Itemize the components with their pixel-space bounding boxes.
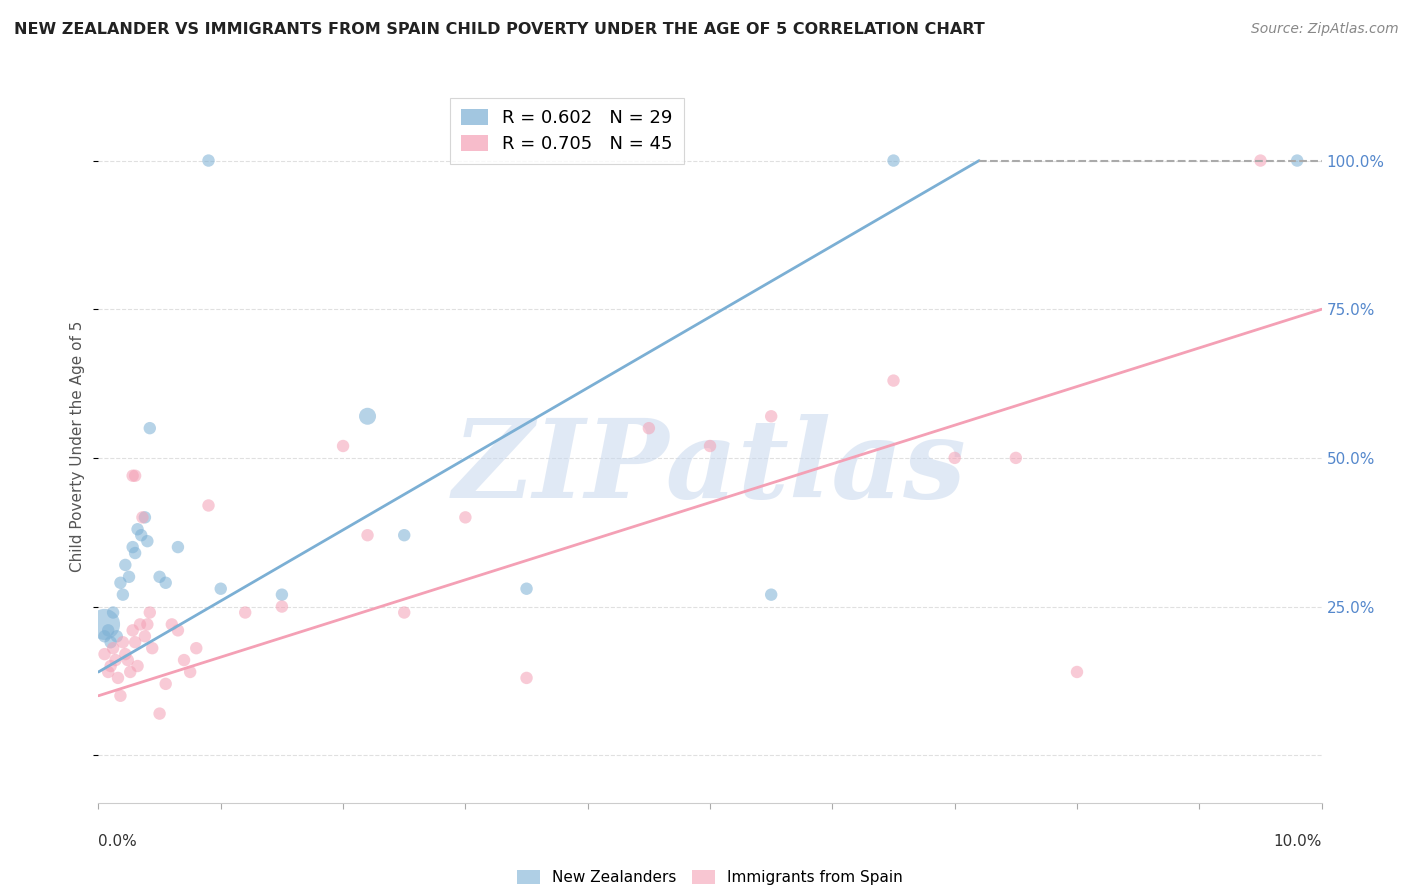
Point bbox=[160, 617, 183, 632]
Point bbox=[638, 421, 661, 435]
Point bbox=[332, 439, 354, 453]
Point bbox=[1066, 665, 1088, 679]
Point bbox=[699, 439, 721, 453]
Point bbox=[209, 582, 232, 596]
Text: 0.0%: 0.0% bbox=[98, 834, 138, 849]
Point bbox=[392, 606, 416, 620]
Point bbox=[97, 665, 120, 679]
Point bbox=[131, 510, 153, 524]
Point bbox=[139, 606, 162, 620]
Point bbox=[1286, 153, 1309, 168]
Point bbox=[392, 528, 416, 542]
Point bbox=[101, 641, 124, 656]
Point bbox=[141, 641, 163, 656]
Point bbox=[136, 617, 159, 632]
Point bbox=[197, 153, 219, 168]
Point bbox=[124, 546, 146, 560]
Point bbox=[454, 510, 477, 524]
Point bbox=[149, 570, 172, 584]
Point bbox=[127, 659, 149, 673]
Point bbox=[104, 653, 127, 667]
Point bbox=[129, 617, 152, 632]
Point bbox=[121, 624, 143, 638]
Point bbox=[111, 635, 134, 649]
Text: Source: ZipAtlas.com: Source: ZipAtlas.com bbox=[1251, 22, 1399, 37]
Point bbox=[100, 659, 122, 673]
Point bbox=[186, 641, 208, 656]
Point bbox=[118, 570, 141, 584]
Text: NEW ZEALANDER VS IMMIGRANTS FROM SPAIN CHILD POVERTY UNDER THE AGE OF 5 CORRELAT: NEW ZEALANDER VS IMMIGRANTS FROM SPAIN C… bbox=[14, 22, 984, 37]
Point bbox=[134, 629, 156, 643]
Point bbox=[270, 588, 294, 602]
Point bbox=[270, 599, 294, 614]
Point bbox=[111, 588, 134, 602]
Point bbox=[356, 528, 378, 542]
Point bbox=[129, 528, 152, 542]
Point bbox=[761, 409, 783, 424]
Point bbox=[197, 499, 219, 513]
Point bbox=[110, 575, 132, 590]
Point bbox=[233, 606, 256, 620]
Point bbox=[97, 624, 120, 638]
Point bbox=[1004, 450, 1026, 465]
Point bbox=[121, 468, 143, 483]
Point bbox=[149, 706, 172, 721]
Point bbox=[179, 665, 201, 679]
Point bbox=[114, 558, 136, 572]
Point bbox=[155, 677, 177, 691]
Point bbox=[516, 582, 538, 596]
Point bbox=[124, 635, 146, 649]
Point bbox=[93, 617, 115, 632]
Text: ZIPatlas: ZIPatlas bbox=[453, 414, 967, 521]
Point bbox=[139, 421, 162, 435]
Point bbox=[101, 606, 124, 620]
Point bbox=[136, 534, 159, 549]
Text: 10.0%: 10.0% bbox=[1274, 834, 1322, 849]
Point bbox=[117, 653, 139, 667]
Point bbox=[167, 540, 190, 554]
Point bbox=[356, 409, 378, 424]
Point bbox=[114, 647, 136, 661]
Point bbox=[883, 153, 905, 168]
Point bbox=[167, 624, 190, 638]
Point bbox=[105, 629, 128, 643]
Point bbox=[127, 522, 149, 536]
Legend: New Zealanders, Immigrants from Spain: New Zealanders, Immigrants from Spain bbox=[510, 864, 910, 891]
Point bbox=[107, 671, 129, 685]
Y-axis label: Child Poverty Under the Age of 5: Child Poverty Under the Age of 5 bbox=[70, 320, 86, 572]
Point bbox=[124, 468, 146, 483]
Point bbox=[943, 450, 966, 465]
Point bbox=[516, 671, 538, 685]
Point bbox=[134, 510, 156, 524]
Point bbox=[120, 665, 142, 679]
Point bbox=[761, 588, 783, 602]
Point bbox=[1250, 153, 1272, 168]
Point bbox=[93, 647, 115, 661]
Point bbox=[100, 635, 122, 649]
Point bbox=[121, 540, 143, 554]
Point bbox=[883, 374, 905, 388]
Point bbox=[93, 629, 115, 643]
Point bbox=[155, 575, 177, 590]
Point bbox=[110, 689, 132, 703]
Point bbox=[173, 653, 195, 667]
